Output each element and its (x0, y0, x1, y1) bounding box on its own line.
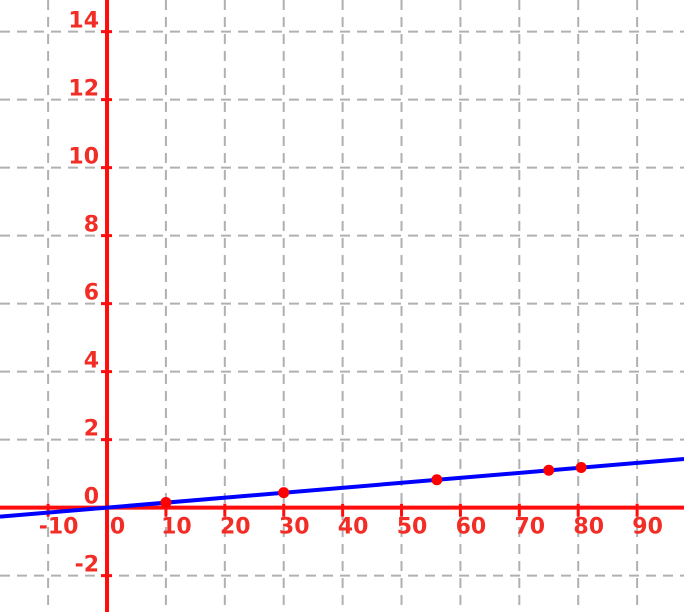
x-tick-label-40: 40 (338, 515, 369, 540)
data-point-2 (431, 474, 443, 486)
data-point-1 (278, 487, 290, 499)
x-tick-label-90: 90 (632, 515, 663, 540)
y-tick-label-14: 14 (68, 9, 99, 34)
x-tick-label-60: 60 (456, 515, 487, 540)
x-tick-label-20: 20 (220, 515, 251, 540)
x-tick-label-10: 10 (161, 515, 192, 540)
y-tick-label-10: 10 (68, 145, 99, 170)
y-tick-label-4: 4 (84, 349, 99, 374)
y-tick-label-8: 8 (84, 213, 99, 238)
y-tick-label-0: 0 (84, 485, 99, 510)
x-tick-label-50: 50 (397, 515, 428, 540)
x-tick-label-70: 70 (515, 515, 546, 540)
data-point-0 (160, 497, 172, 509)
y-tick-label--2: -2 (75, 553, 99, 578)
y-tick-label-12: 12 (68, 77, 99, 102)
trend-line (0, 456, 684, 519)
data-point-3 (543, 464, 555, 476)
y-tick-label-6: 6 (84, 281, 99, 306)
data-point-4 (575, 462, 587, 473)
y-tick-label-2: 2 (84, 417, 99, 442)
x-tick-label-30: 30 (279, 515, 310, 540)
x-tick-label-0: 0 (110, 515, 125, 540)
x-tick-label--10: -10 (39, 515, 79, 540)
x-tick-label-80: 80 (573, 515, 604, 540)
